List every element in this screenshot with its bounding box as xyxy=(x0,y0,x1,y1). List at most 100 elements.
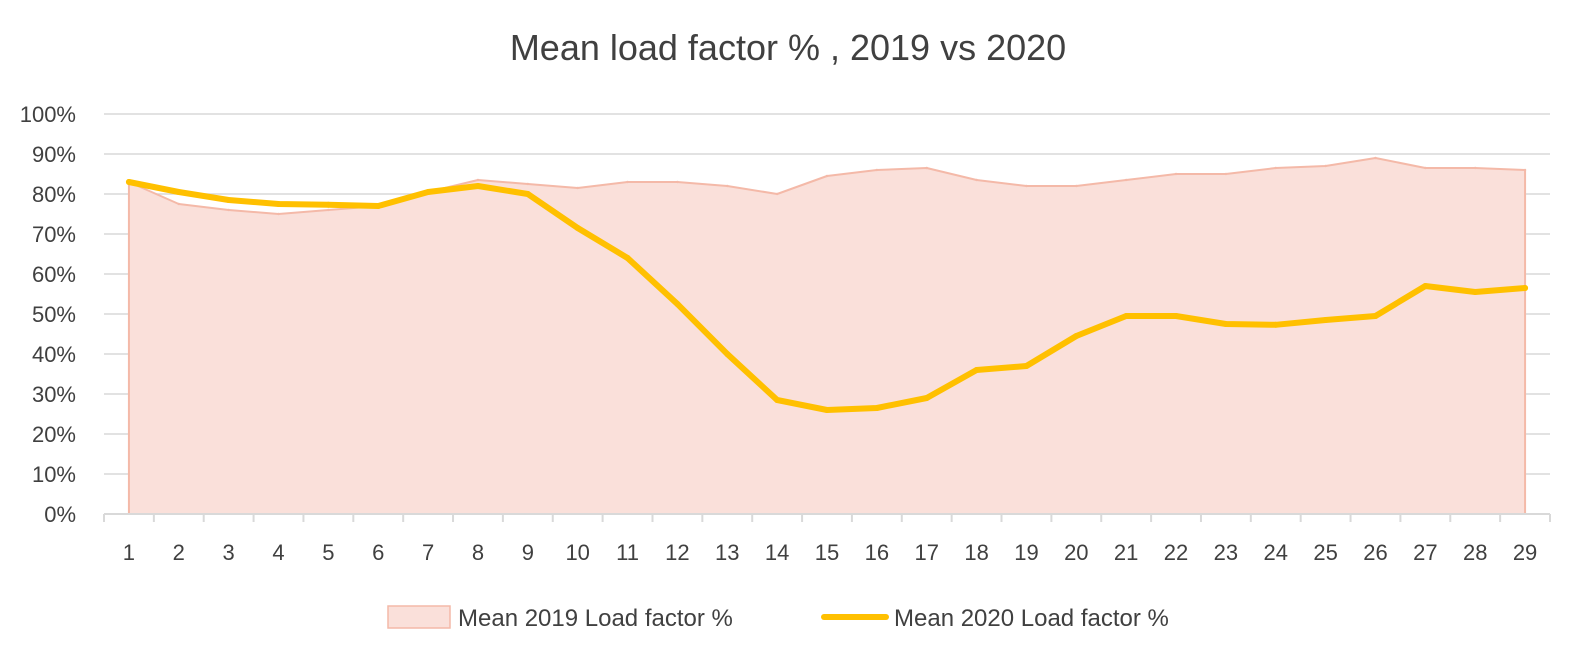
data-point-2020 xyxy=(923,395,930,401)
data-point-2020 xyxy=(524,191,531,197)
data-point-2019 xyxy=(975,178,978,182)
x-tick-label: 23 xyxy=(1214,540,1238,565)
y-tick-label: 60% xyxy=(32,262,76,287)
legend-swatch-2019 xyxy=(387,605,451,629)
data-point-2020 xyxy=(425,189,432,195)
data-point-2020 xyxy=(225,197,232,203)
legend-label-2019: Mean 2019 Load factor % xyxy=(458,605,733,632)
y-tick-label: 30% xyxy=(32,382,76,407)
data-point-2020 xyxy=(175,189,182,195)
data-point-2020 xyxy=(1123,313,1130,319)
data-point-2020 xyxy=(774,397,781,403)
data-point-2020 xyxy=(824,407,830,413)
data-point-2019 xyxy=(1075,184,1078,188)
data-point-2020 xyxy=(1272,321,1279,328)
data-point-2019 xyxy=(825,174,829,178)
data-point-2019 xyxy=(576,186,579,190)
data-point-2019 xyxy=(1174,172,1178,176)
y-tick-label: 90% xyxy=(32,142,76,167)
data-point-2019 xyxy=(726,184,729,188)
data-point-2020 xyxy=(674,301,681,307)
data-point-2020 xyxy=(325,201,332,208)
data-point-2019 xyxy=(526,182,530,186)
x-tick-label: 28 xyxy=(1463,540,1487,565)
x-tick-label: 9 xyxy=(522,540,534,565)
data-point-2019 xyxy=(775,192,779,196)
x-tick-label: 17 xyxy=(914,540,938,565)
x-tick-label: 26 xyxy=(1363,540,1387,565)
data-point-2020 xyxy=(1023,363,1030,369)
data-point-2020 xyxy=(1422,283,1429,289)
x-tick-label: 12 xyxy=(665,540,689,565)
x-tick-label: 15 xyxy=(815,540,839,565)
x-axis xyxy=(103,513,1551,522)
x-tick-label: 27 xyxy=(1413,540,1437,565)
x-tick-label: 18 xyxy=(964,540,988,565)
area-series-2019 xyxy=(127,156,1527,514)
data-point-2020 xyxy=(574,225,581,231)
x-tick-label: 24 xyxy=(1264,540,1288,565)
data-point-2020 xyxy=(973,367,980,373)
data-point-2019 xyxy=(1374,156,1377,160)
data-point-2019 xyxy=(1523,168,1527,172)
y-axis-tick-labels: 0% 10% 20% 30% 40% 50% 60% 70% 80% 90% 100% xyxy=(20,102,76,527)
x-tick-label: 14 xyxy=(765,540,789,565)
data-point-2019 xyxy=(327,208,330,212)
data-point-2019 xyxy=(1424,166,1427,170)
x-tick-label: 4 xyxy=(272,540,284,565)
data-point-2020 xyxy=(1073,333,1080,339)
y-tick-label: 20% xyxy=(32,422,76,447)
data-point-2019 xyxy=(1324,164,1327,168)
data-point-2019 xyxy=(1474,166,1477,170)
data-point-2019 xyxy=(1274,166,1277,170)
data-point-2019 xyxy=(1124,178,1128,182)
y-tick-label: 70% xyxy=(32,222,76,247)
y-tick-label: 0% xyxy=(44,502,76,527)
x-tick-label: 13 xyxy=(715,540,739,565)
data-point-2019 xyxy=(1025,184,1028,188)
y-tick-label: 40% xyxy=(32,342,76,367)
data-point-2020 xyxy=(1222,321,1229,327)
x-tick-label: 7 xyxy=(422,540,434,565)
data-point-2019 xyxy=(227,208,230,212)
x-tick-label: 21 xyxy=(1114,540,1138,565)
data-point-2020 xyxy=(1372,313,1379,319)
x-tick-label: 20 xyxy=(1064,540,1088,565)
x-tick-label: 10 xyxy=(565,540,589,565)
data-point-2019 xyxy=(476,178,480,182)
area-fill-2019 xyxy=(128,158,1526,514)
data-point-2019 xyxy=(1224,172,1228,176)
data-point-2020 xyxy=(275,201,282,207)
x-tick-label: 19 xyxy=(1014,540,1038,565)
data-point-2020 xyxy=(873,405,880,411)
x-tick-label: 8 xyxy=(472,540,484,565)
x-tick-label: 5 xyxy=(322,540,334,565)
x-axis-tick-labels: 1 2 3 4 5 6 7 8 9 10 11 12 13 14 15 16 17 18 19 20 21 22 23 24 2… xyxy=(123,540,1538,565)
x-tick-label: 3 xyxy=(223,540,235,565)
x-tick-label: 25 xyxy=(1313,540,1337,565)
y-tick-label: 10% xyxy=(32,462,76,487)
data-point-2019 xyxy=(925,166,928,170)
data-point-2019 xyxy=(177,202,180,206)
chart-title: Mean load factor % , 2019 vs 2020 xyxy=(510,27,1066,68)
y-tick-label: 100% xyxy=(20,102,76,127)
legend: Mean 2019 Load factor % Mean 2020 Load f… xyxy=(387,605,1169,632)
data-point-2020 xyxy=(125,179,132,185)
x-tick-label: 2 xyxy=(173,540,185,565)
data-point-2020 xyxy=(474,183,481,189)
x-tick-label: 29 xyxy=(1513,540,1537,565)
y-tick-label: 80% xyxy=(32,182,76,207)
data-point-2020 xyxy=(1322,317,1329,323)
data-point-2020 xyxy=(1522,285,1529,291)
data-point-2020 xyxy=(624,255,631,261)
legend-label-2020: Mean 2020 Load factor % xyxy=(894,605,1169,632)
data-point-2019 xyxy=(875,168,879,172)
y-tick-label: 50% xyxy=(32,302,76,327)
data-point-2020 xyxy=(724,351,731,357)
line-series-2020 xyxy=(125,179,1529,413)
data-point-2020 xyxy=(1472,289,1479,295)
data-point-2019 xyxy=(626,180,629,184)
x-tick-label: 22 xyxy=(1164,540,1188,565)
data-point-2019 xyxy=(277,212,280,216)
